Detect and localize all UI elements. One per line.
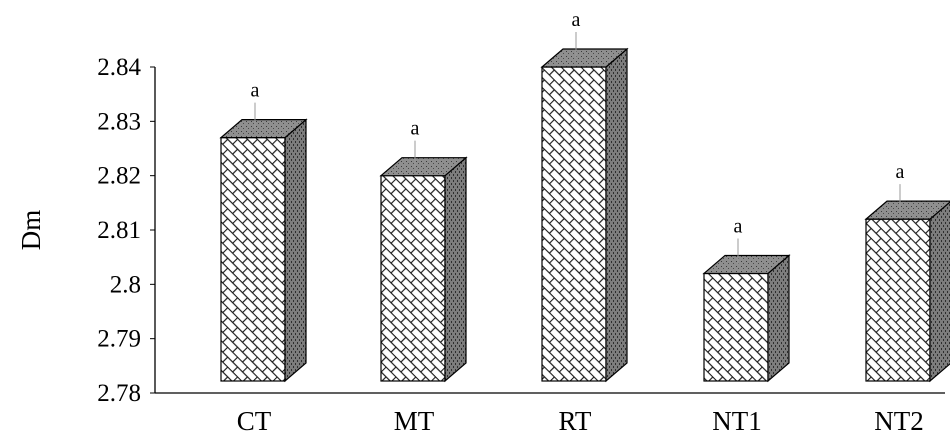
bar-front-face <box>380 175 446 382</box>
data-label: a <box>251 80 260 102</box>
category-label-ct: CT <box>237 406 272 436</box>
category-label-rt: RT <box>559 406 592 436</box>
data-label: a <box>572 9 581 31</box>
bar-front-face <box>865 218 931 382</box>
bar-top-face <box>702 254 791 275</box>
y-tick-label: 2.82 <box>97 163 141 190</box>
y-axis-title: Dm <box>16 210 46 251</box>
bars <box>219 47 950 383</box>
category-label-mt: MT <box>394 406 435 436</box>
bar-side-face <box>605 47 628 383</box>
bar-top-face <box>379 157 468 177</box>
y-tick-label: 2.81 <box>97 217 141 244</box>
category-label-nt2: NT2 <box>874 406 924 436</box>
bar-side-face <box>767 254 790 383</box>
bar-rt <box>540 47 629 383</box>
y-tick-label: 2.84 <box>97 54 141 81</box>
bar-front-face <box>541 66 607 382</box>
bar-side-face <box>284 118 307 383</box>
labels: a CT a MT a RT a NT1 a NT2 <box>237 9 924 436</box>
y-tick-label: 2.78 <box>97 380 141 407</box>
bar-front-face <box>703 272 769 382</box>
bar-ct <box>219 118 308 383</box>
bar-nt1 <box>702 254 791 383</box>
y-tick-label: 2.79 <box>97 326 141 353</box>
bar-top-face <box>864 200 950 220</box>
y-tick-label: 2.83 <box>97 108 141 135</box>
axes: 2.78 2.79 2.8 2.81 2.82 2.83 2.84 Dm <box>16 54 945 407</box>
bar-side-face <box>929 201 950 383</box>
category-label-nt1: NT1 <box>712 406 762 436</box>
data-label: a <box>734 215 743 237</box>
y-tick-label: 2.8 <box>110 271 141 298</box>
data-label: a <box>896 161 905 183</box>
data-label: a <box>411 118 420 140</box>
bar-nt2 <box>864 200 950 383</box>
bar-mt <box>379 156 468 383</box>
bar-top-face <box>540 48 629 68</box>
bar-top-face <box>219 119 308 139</box>
bar-side-face <box>444 156 467 383</box>
bar-front-face <box>220 137 286 382</box>
